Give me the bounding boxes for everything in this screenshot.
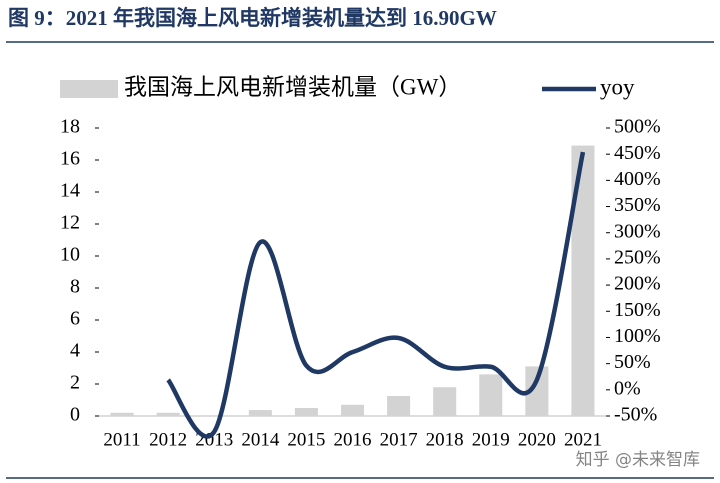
y2-tick-label: -50% xyxy=(614,404,657,426)
bar xyxy=(525,366,549,416)
x-tick-label: 2017 xyxy=(380,429,418,450)
y2-tick-label: 450% xyxy=(614,142,661,164)
bar xyxy=(248,410,272,416)
watermark: 知乎 @未来智库 xyxy=(576,450,700,470)
y2-tick-label: 300% xyxy=(614,220,661,242)
y-tick-label: 16 xyxy=(60,148,80,170)
x-tick-label: 2015 xyxy=(287,429,325,450)
y2-tick-label: 250% xyxy=(614,247,661,269)
bar xyxy=(340,404,365,416)
y2-tick-label: 400% xyxy=(614,168,661,190)
line xyxy=(166,151,586,439)
chart-title: 图 9：2021 年我国海上风电新增装机量达到 16.90GW xyxy=(8,6,497,30)
y-tick-label: 0 xyxy=(70,404,80,426)
y-tick-label: 14 xyxy=(60,180,80,202)
bar xyxy=(156,412,180,416)
y-tick-label: 8 xyxy=(70,276,80,298)
bar xyxy=(202,415,226,416)
x-tick-label: 2012 xyxy=(149,429,187,450)
y2-tick-label: 100% xyxy=(614,325,661,347)
bar xyxy=(110,412,134,416)
x-tick-label: 2019 xyxy=(472,429,510,450)
y-tick-label: 2 xyxy=(70,372,80,394)
y2-tick-label: 150% xyxy=(614,299,661,321)
legend-swatch xyxy=(60,80,118,98)
y-tick-label: 18 xyxy=(60,116,80,138)
legend-label: yoy xyxy=(600,74,635,99)
x-tick-label: 2011 xyxy=(103,429,140,450)
y2-tick-label: 0% xyxy=(614,377,641,399)
x-tick-label: 2020 xyxy=(518,429,556,450)
x-tick-label: 2014 xyxy=(241,429,280,450)
bar xyxy=(294,408,318,416)
legend-label: 我国海上风电新增装机量（GW） xyxy=(124,74,461,99)
bar xyxy=(571,145,595,416)
bar xyxy=(387,396,411,416)
y2-tick-label: 500% xyxy=(614,116,661,138)
y2-tick-label: 350% xyxy=(614,194,661,216)
y-tick-label: 10 xyxy=(60,244,80,266)
y-tick-label: 12 xyxy=(60,212,80,234)
x-tick-label: 2016 xyxy=(334,429,372,450)
x-tick-label: 2021 xyxy=(564,429,602,450)
bar xyxy=(479,374,503,416)
y2-tick-label: 50% xyxy=(614,351,651,373)
y-tick-label: 4 xyxy=(70,340,80,362)
x-tick-label: 2018 xyxy=(426,429,464,450)
y2-tick-label: 200% xyxy=(614,273,661,295)
y-tick-label: 6 xyxy=(70,308,80,330)
bar xyxy=(433,387,457,416)
